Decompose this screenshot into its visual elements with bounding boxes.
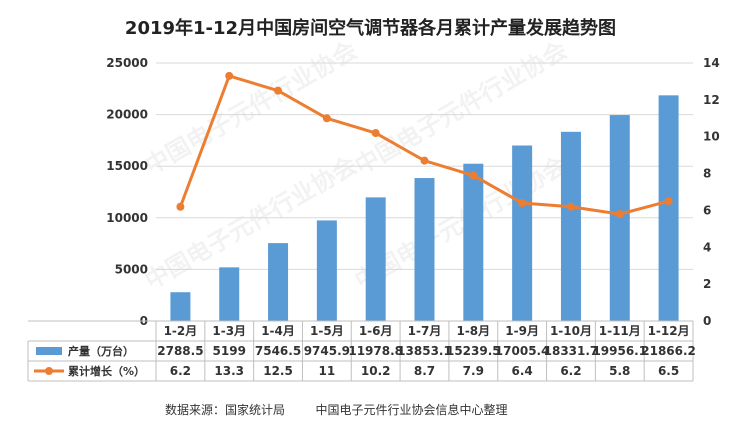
growth-point — [176, 202, 185, 211]
bar — [560, 131, 581, 321]
bar — [414, 178, 435, 321]
table-value-production: 19956.1 — [592, 344, 647, 358]
left-axis-tick-label: 10000 — [106, 211, 148, 225]
growth-point — [566, 202, 575, 211]
table-value-production: 9745.9 — [304, 344, 350, 358]
right-axis-tick-label: 12 — [703, 93, 720, 107]
source-note: 数据来源：国家统计局 中国电子元件行业协会信息中心整理 — [165, 403, 508, 417]
right-axis-tick-label: 2 — [703, 277, 711, 291]
right-axis-tick-label: 10 — [703, 130, 720, 144]
watermark-text: 中国电子元件行业协会 — [350, 36, 572, 180]
category-label: 1-3月 — [212, 324, 246, 338]
bar — [512, 145, 533, 321]
table-value-production: 15239.5 — [446, 344, 501, 358]
table-value-growth: 13.3 — [214, 364, 244, 378]
category-label: 1-12月 — [648, 324, 690, 338]
left-axis-tick-label: 20000 — [106, 108, 148, 122]
table-value-growth: 6.5 — [658, 364, 679, 378]
left-axis-tick-label: 25000 — [106, 56, 148, 70]
bar — [268, 243, 289, 321]
bar — [365, 197, 386, 321]
growth-point — [469, 171, 478, 180]
table-value-production: 17005.4 — [495, 344, 550, 358]
category-label: 1-8月 — [456, 324, 490, 338]
table-value-growth: 6.2 — [560, 364, 581, 378]
right-axis-tick-label: 4 — [703, 240, 711, 254]
table-value-growth: 6.4 — [512, 364, 533, 378]
table-value-growth: 8.7 — [414, 364, 435, 378]
table-value-growth: 7.9 — [463, 364, 484, 378]
right-axis-tick-label: 0 — [703, 314, 711, 328]
growth-point — [518, 199, 527, 208]
bar — [658, 95, 679, 321]
growth-point — [664, 197, 673, 206]
left-axis-tick-label: 15000 — [106, 159, 148, 173]
table-value-growth: 10.2 — [361, 364, 391, 378]
legend-line-label: 累计增长（%） — [68, 364, 145, 378]
growth-point — [322, 114, 331, 123]
category-label: 1-10月 — [550, 324, 592, 338]
bar — [219, 267, 240, 321]
table-value-growth: 11 — [319, 364, 336, 378]
growth-point — [615, 210, 624, 219]
category-label: 1-11月 — [599, 324, 641, 338]
bar — [316, 220, 337, 321]
category-label: 1-4月 — [261, 324, 295, 338]
category-label: 1-7月 — [408, 324, 442, 338]
table-value-production: 18331.7 — [544, 344, 599, 358]
right-axis-tick-label: 8 — [703, 167, 711, 181]
table-value-growth: 12.5 — [263, 364, 293, 378]
category-label: 1-9月 — [505, 324, 539, 338]
growth-point — [225, 71, 234, 80]
table-value-production: 13853.1 — [397, 344, 452, 358]
legend-bar-key — [36, 347, 62, 355]
table-value-growth: 6.2 — [170, 364, 191, 378]
right-axis-tick-label: 14 — [703, 56, 720, 70]
category-label: 1-5月 — [310, 324, 344, 338]
legend-line-marker — [45, 367, 53, 375]
watermark-text: 中国电子元件行业协会 — [140, 36, 362, 180]
table-value-growth: 5.8 — [609, 364, 630, 378]
growth-point — [274, 86, 283, 95]
bar — [463, 163, 484, 321]
left-axis-tick-label: 5000 — [115, 262, 148, 276]
category-label: 1-2月 — [164, 324, 198, 338]
growth-point — [420, 156, 429, 165]
table-value-production: 11978.8 — [348, 344, 403, 358]
table-value-production: 5199 — [213, 344, 246, 358]
table-value-production: 2788.5 — [157, 344, 203, 358]
table-value-production: 21866.2 — [641, 344, 696, 358]
right-axis-tick-label: 6 — [703, 203, 711, 217]
chart-title: 2019年1-12月中国房间空气调节器各月累计产量发展趋势图 — [124, 18, 617, 39]
table-value-production: 7546.5 — [255, 344, 301, 358]
growth-point — [371, 129, 380, 138]
bar — [170, 292, 191, 321]
legend-bar-label: 产量（万台） — [68, 344, 134, 358]
category-label: 1-6月 — [359, 324, 393, 338]
